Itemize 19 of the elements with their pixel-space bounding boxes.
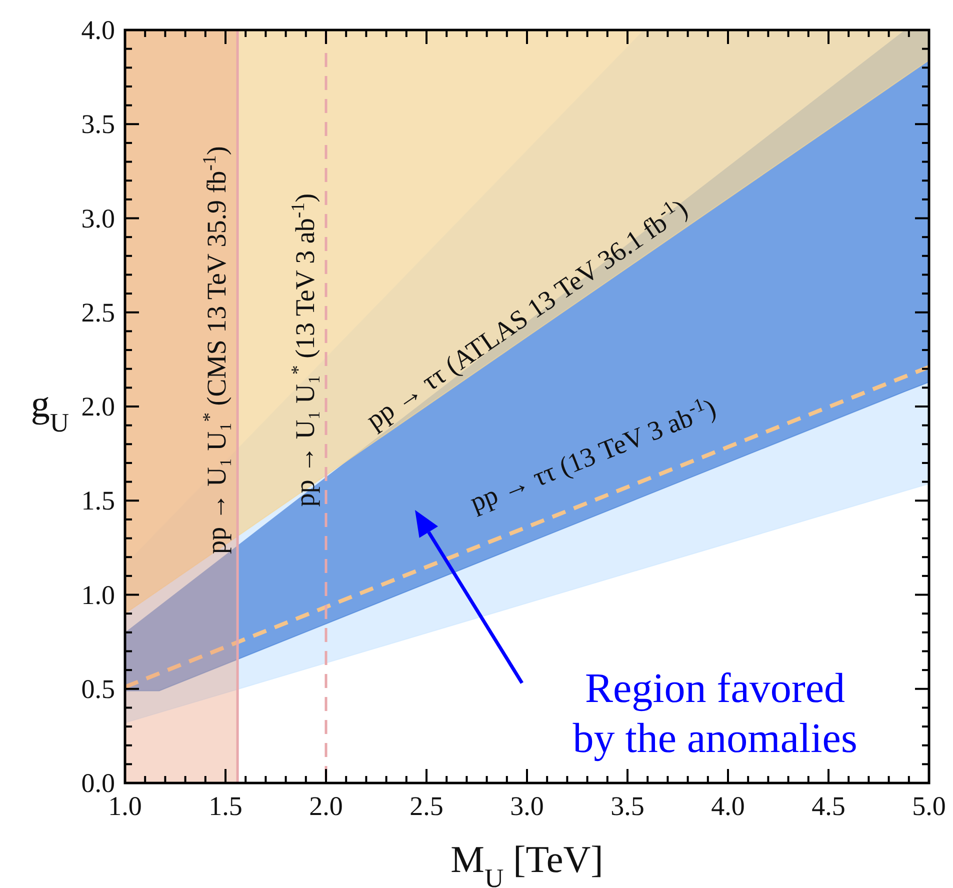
x-tick-label: 5.0	[912, 791, 946, 821]
x-tick-label: 2.0	[309, 791, 343, 821]
x-tick-label: 3.5	[610, 791, 644, 821]
y-tick-label: 0.5	[81, 674, 115, 704]
y-tick-label: 3.0	[81, 203, 115, 234]
y-axis-title: g$_{U}$	[30, 384, 70, 438]
x-tick-label: 4.5	[812, 791, 846, 821]
x-axis-title: M$_{U}$ [TeV]	[450, 839, 604, 888]
x-tick-label: 4.0	[711, 791, 745, 821]
y-tick-label: 4.0	[81, 15, 115, 45]
x-tick-label: 2.5	[410, 791, 444, 821]
x-tick-label: 1.5	[208, 791, 242, 821]
y-tick-label: 1.5	[81, 486, 115, 516]
x-tick-label: 3.0	[510, 791, 544, 821]
annotation: Region favored by the anomalies	[572, 666, 858, 762]
y-tick-label: 2.0	[81, 392, 115, 422]
y-tick-label: 2.5	[81, 297, 115, 328]
y-tick-label: 3.5	[81, 109, 115, 140]
y-tick-label: 1.0	[81, 580, 115, 610]
